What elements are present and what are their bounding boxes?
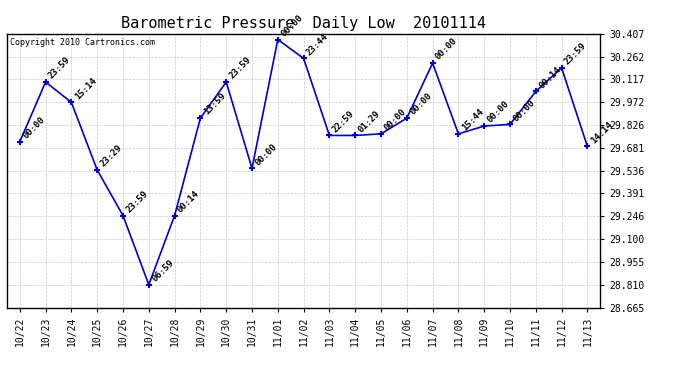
Text: 14:14: 14:14 (589, 120, 614, 145)
Text: 15:14: 15:14 (72, 76, 98, 101)
Text: 23:59: 23:59 (47, 55, 72, 81)
Text: 00:00: 00:00 (408, 92, 433, 117)
Text: 23:44: 23:44 (305, 32, 331, 57)
Text: Copyright 2010 Cartronics.com: Copyright 2010 Cartronics.com (10, 38, 155, 47)
Text: 00:14: 00:14 (538, 64, 562, 90)
Title: Barometric Pressure  Daily Low  20101114: Barometric Pressure Daily Low 20101114 (121, 16, 486, 31)
Text: 23:59: 23:59 (228, 55, 253, 81)
Text: 00:00: 00:00 (279, 13, 304, 38)
Text: 00:14: 00:14 (176, 189, 201, 214)
Text: 00:00: 00:00 (486, 99, 511, 124)
Text: 13:59: 13:59 (201, 92, 227, 117)
Text: 00:00: 00:00 (253, 142, 279, 167)
Text: 22:59: 22:59 (331, 109, 356, 134)
Text: 23:59: 23:59 (124, 189, 150, 214)
Text: 00:00: 00:00 (511, 98, 537, 123)
Text: 00:00: 00:00 (382, 107, 408, 132)
Text: 01:29: 01:29 (357, 109, 382, 134)
Text: 23:59: 23:59 (563, 41, 589, 66)
Text: 15:44: 15:44 (460, 107, 485, 132)
Text: 23:29: 23:29 (99, 143, 124, 169)
Text: 00:00: 00:00 (21, 115, 46, 140)
Text: 00:00: 00:00 (434, 36, 460, 62)
Text: 06:59: 06:59 (150, 258, 175, 284)
